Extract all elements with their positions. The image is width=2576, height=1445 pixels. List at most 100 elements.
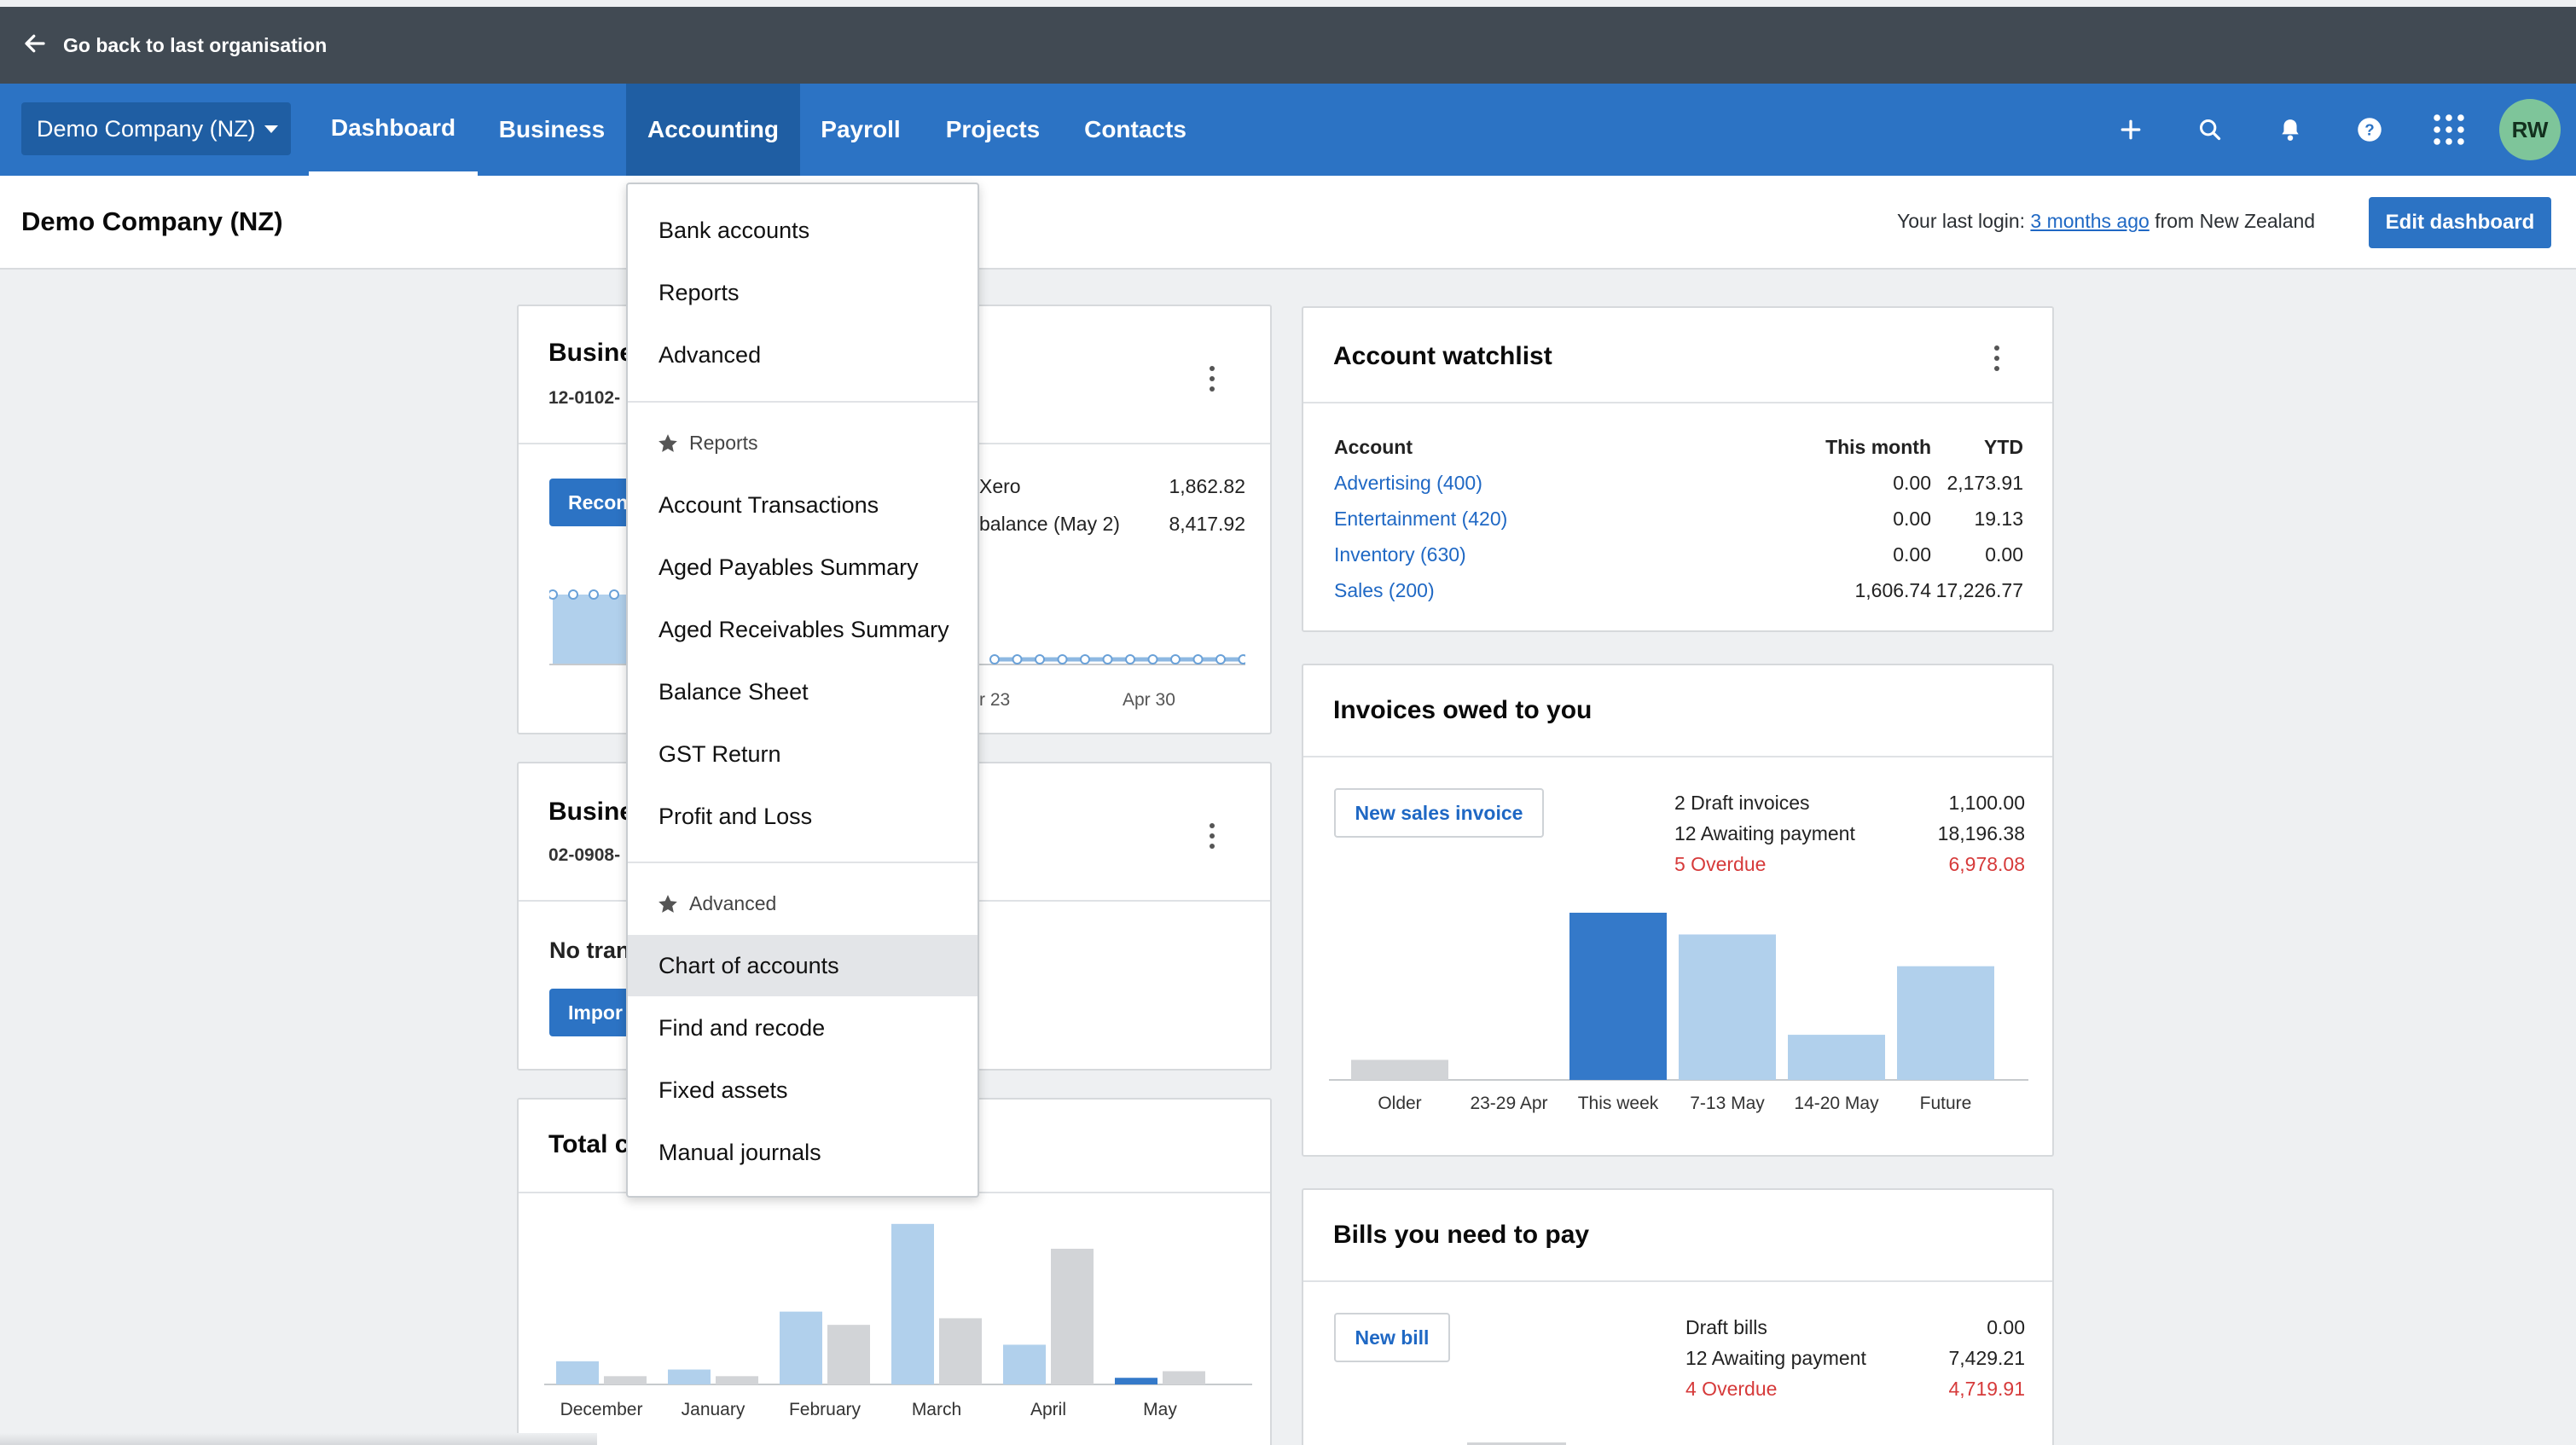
bills-to-pay-card: Bills you need to pay New bill Draft bil…	[1302, 1188, 2054, 1445]
balance-point	[1080, 654, 1090, 664]
avatar[interactable]: RW	[2499, 99, 2561, 160]
tab-accounting[interactable]: Accounting	[626, 84, 800, 176]
cash-out-bar	[716, 1376, 758, 1384]
this-month-value: 0.00	[1893, 508, 1931, 530]
star-icon	[659, 433, 677, 452]
month-label: April	[1030, 1400, 1066, 1419]
balance-point	[549, 589, 558, 600]
svg-text:?: ?	[2364, 120, 2374, 138]
menu-item-aged-payables-summary[interactable]: Aged Payables Summary	[659, 554, 919, 580]
invoice-bar	[1569, 913, 1667, 1080]
menu-item-chart-of-accounts[interactable]: Chart of accounts	[628, 935, 978, 996]
month-label: December	[560, 1400, 643, 1419]
apps-grid-icon[interactable]	[2428, 108, 2470, 151]
balance-point	[1192, 654, 1204, 664]
balance-point	[568, 589, 578, 600]
column-header-this-month: This month	[1825, 436, 1931, 458]
cash-in-bar	[556, 1361, 599, 1384]
balance-point	[609, 589, 619, 600]
cash-in-bar	[891, 1223, 934, 1384]
bank-account-title[interactable]: Busine	[548, 339, 635, 367]
last-login-link[interactable]: 3 months ago	[2030, 210, 2150, 232]
tab-business[interactable]: Business	[498, 116, 606, 142]
tab-contacts[interactable]: Contacts	[1084, 116, 1186, 142]
account-link[interactable]: Advertising (400)	[1334, 472, 1482, 494]
main-nav: Demo Company (NZ) Dashboard Business Acc…	[0, 84, 2576, 176]
menu-item-account-transactions[interactable]: Account Transactions	[659, 491, 879, 518]
period-label: Future	[1920, 1094, 1972, 1113]
account-link[interactable]: Sales (200)	[1334, 579, 1435, 601]
last-login-text: Your last login: 3 months ago from New Z…	[1897, 210, 2315, 233]
login-suffix: from New Zealand	[2155, 210, 2316, 232]
this-month-value: 1,606.74	[1854, 579, 1931, 601]
menu-item-fixed-assets[interactable]: Fixed assets	[659, 1076, 788, 1103]
bank-account-number: 12-0102-	[548, 388, 621, 408]
menu-item-find-and-recode[interactable]: Find and recode	[659, 1014, 826, 1041]
awaiting-payment-value: 18,196.38	[1937, 822, 2025, 844]
new-sales-invoice-button[interactable]: New sales invoice	[1334, 788, 1544, 838]
draft-bills-link[interactable]: Draft bills	[1685, 1316, 1767, 1338]
overdue-link[interactable]: 5 Overdue	[1674, 853, 1767, 875]
bell-icon[interactable]	[2269, 108, 2312, 151]
new-bill-button[interactable]: New bill	[1334, 1313, 1450, 1362]
import-button[interactable]: Impor	[549, 989, 635, 1036]
divider	[1303, 402, 2052, 403]
menu-section-reports: Reports	[657, 432, 758, 455]
menu-item-balance-sheet[interactable]: Balance Sheet	[659, 678, 809, 705]
balance-area	[553, 595, 629, 664]
month-label: May	[1143, 1400, 1177, 1419]
accounting-dropdown-menu: Bank accounts Reports Advanced Reports A…	[626, 183, 979, 1198]
bank-account-number: 02-0908-	[548, 845, 621, 865]
add-icon[interactable]	[2109, 108, 2152, 151]
org-switcher-button[interactable]: Demo Company (NZ)	[21, 102, 291, 155]
account-watchlist-card: Account watchlist Account This month YTD…	[1302, 306, 2054, 632]
star-icon	[659, 894, 677, 913]
period-label: This week	[1578, 1094, 1659, 1113]
more-options-icon[interactable]	[1993, 345, 2001, 371]
awaiting-payment-link[interactable]: 12 Awaiting payment	[1685, 1347, 1866, 1369]
month-label: February	[789, 1400, 862, 1419]
menu-item-profit-and-loss[interactable]: Profit and Loss	[659, 803, 813, 829]
draft-bills-value: 0.00	[1987, 1316, 2025, 1338]
menu-item-reports[interactable]: Reports	[659, 279, 740, 305]
cash-out-bar	[1051, 1248, 1094, 1384]
more-options-icon[interactable]	[1208, 823, 1216, 849]
total-cash-title: Total c	[548, 1130, 629, 1158]
ytd-value: 2,173.91	[1947, 472, 2023, 494]
x-axis-label: Apr 30	[1123, 690, 1175, 710]
search-icon[interactable]	[2189, 108, 2231, 151]
back-to-org-link[interactable]: Go back to last organisation	[63, 33, 328, 56]
column-header-account: Account	[1334, 436, 1413, 458]
overdue-value: 4,719.91	[1948, 1378, 2025, 1400]
overdue-value: 6,978.08	[1948, 853, 2025, 875]
menu-item-gst-return[interactable]: GST Return	[659, 740, 781, 767]
menu-item-manual-journals[interactable]: Manual journals	[659, 1139, 821, 1165]
edit-dashboard-button[interactable]: Edit dashboard	[2369, 197, 2551, 248]
tab-dashboard[interactable]: Dashboard	[309, 84, 478, 176]
cash-in-bar	[1115, 1378, 1157, 1384]
section-heading: Reports	[689, 432, 758, 454]
menu-item-advanced[interactable]: Advanced	[659, 341, 762, 368]
more-options-icon[interactable]	[1208, 366, 1216, 392]
awaiting-payment-link[interactable]: 12 Awaiting payment	[1674, 822, 1855, 844]
period-label: 14-20 May	[1794, 1094, 1879, 1113]
overdue-link[interactable]: 4 Overdue	[1685, 1378, 1778, 1400]
back-to-org-bar[interactable]: Go back to last organisation	[0, 7, 2576, 84]
account-link[interactable]: Inventory (630)	[1334, 543, 1466, 566]
account-link[interactable]: Entertainment (420)	[1334, 508, 1508, 530]
statement-label: Xero	[979, 475, 1021, 497]
caret-down-icon	[264, 125, 278, 133]
menu-item-aged-receivables-summary[interactable]: Aged Receivables Summary	[659, 616, 949, 642]
reconcile-button[interactable]: Recon	[549, 479, 635, 526]
invoice-bar	[1897, 966, 1994, 1080]
invoice-bar	[1788, 1035, 1885, 1080]
help-icon[interactable]: ?	[2348, 108, 2391, 151]
draft-invoices-link[interactable]: 2 Draft invoices	[1674, 792, 1810, 814]
balance-point	[1170, 654, 1181, 664]
tab-projects[interactable]: Projects	[945, 116, 1041, 142]
menu-item-bank-accounts[interactable]: Bank accounts	[659, 217, 810, 243]
bank-account-title[interactable]: Busine	[548, 798, 635, 826]
tab-payroll[interactable]: Payroll	[821, 116, 901, 142]
no-transactions-text: No tran	[549, 937, 630, 963]
invoices-owed-card: Invoices owed to you New sales invoice 2…	[1302, 664, 2054, 1157]
